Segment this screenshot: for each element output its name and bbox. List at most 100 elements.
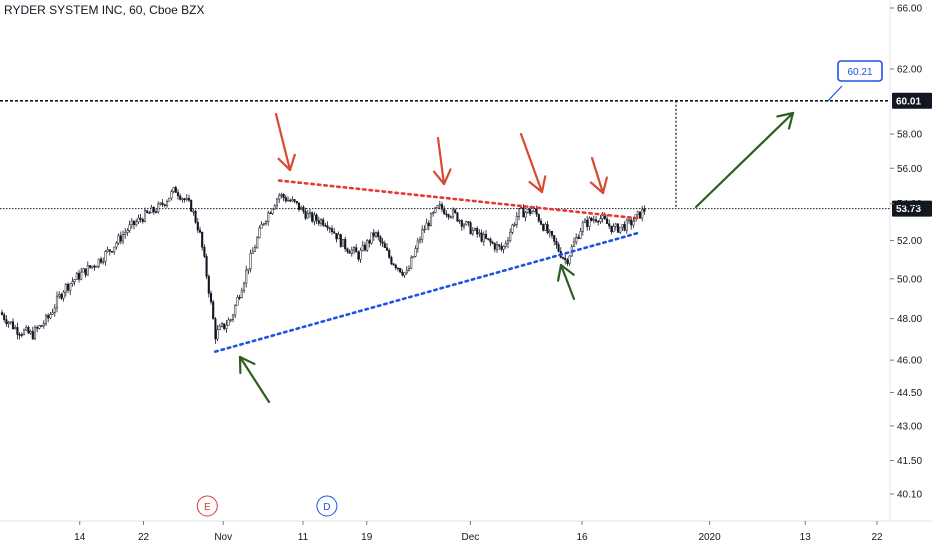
candle-body: [590, 217, 593, 221]
candle-body: [40, 325, 43, 327]
candle-body: [9, 321, 12, 324]
candle-body: [190, 200, 193, 212]
candle-body: [341, 239, 345, 247]
event-marker-D[interactable]: [316, 495, 338, 517]
arrow-shaft: [238, 355, 271, 404]
down-arrow-icon: [432, 136, 452, 186]
candle-body: [102, 261, 105, 263]
candle-body: [632, 220, 635, 226]
candle-body: [38, 325, 41, 329]
candle-body: [183, 198, 186, 201]
candle-body: [236, 297, 239, 306]
candle-body: [363, 244, 367, 251]
candle-body: [146, 210, 149, 213]
candle-body: [374, 232, 378, 237]
candle-body: [264, 221, 268, 224]
candle-body: [157, 203, 160, 213]
candle-body: [561, 257, 565, 259]
candle-body: [335, 232, 338, 240]
candle-body: [579, 230, 582, 239]
candle-body: [627, 219, 631, 222]
candle-body: [357, 251, 360, 260]
candle-body: [313, 214, 316, 222]
candle-body: [465, 221, 468, 226]
candle-body: [566, 259, 569, 264]
callout-box: [837, 60, 883, 82]
projection-arrow-icon: [694, 111, 795, 209]
candle-body: [522, 207, 525, 218]
x-tick-label: Dec: [461, 532, 479, 543]
candle-body: [227, 319, 230, 326]
candle-body: [368, 240, 371, 244]
candle-body: [623, 224, 626, 231]
candle-body: [141, 219, 144, 222]
candle-body: [27, 327, 30, 334]
candle-body: [317, 220, 320, 224]
candle-body: [212, 301, 215, 320]
candle-body: [528, 208, 532, 214]
candle-body: [187, 198, 191, 201]
candle-body: [588, 217, 591, 227]
candle-body: [630, 219, 633, 226]
candle-body: [77, 272, 81, 280]
candle-body: [91, 265, 94, 268]
candle-body: [176, 192, 180, 197]
candle-body: [390, 257, 393, 265]
event-marker-E[interactable]: [196, 495, 218, 517]
candle-body: [608, 223, 611, 227]
candle-body: [489, 238, 492, 243]
candle-body: [625, 219, 628, 231]
candle-body: [75, 272, 78, 280]
candle-body: [434, 207, 437, 213]
candle-body: [278, 194, 281, 200]
candle-body: [594, 219, 598, 222]
arrow-shaft: [694, 111, 795, 209]
candle-body: [495, 244, 499, 250]
candle-body: [511, 224, 514, 233]
down-arrow-icon: [589, 156, 608, 195]
candle-body: [51, 312, 54, 315]
candle-body: [280, 194, 283, 196]
x-tick-label: 13: [800, 532, 812, 543]
candle-body: [126, 230, 129, 233]
candle-body: [201, 231, 204, 248]
candle-body: [458, 220, 461, 222]
x-tick-label: 16: [576, 532, 588, 543]
candle-body: [73, 279, 76, 282]
candle-body: [350, 249, 353, 254]
candle-body: [405, 270, 408, 274]
support-trendline: [213, 231, 640, 353]
candle-body: [359, 250, 362, 260]
candle-body: [260, 224, 263, 229]
candle-body: [245, 269, 248, 284]
candle-body: [603, 215, 606, 220]
candle-body: [322, 219, 325, 226]
up-arrow-icon: [556, 263, 576, 301]
candle-body: [478, 232, 481, 235]
candle-body: [445, 213, 448, 216]
candle-body: [58, 294, 61, 297]
candle-body: [291, 199, 294, 202]
candle-body: [432, 212, 435, 214]
candle-body: [469, 222, 472, 235]
candle-body: [25, 327, 28, 331]
candle-body: [348, 251, 351, 254]
candle-body: [62, 291, 65, 299]
candle-body: [0, 312, 4, 315]
candle-body: [262, 223, 265, 225]
candle-body: [33, 327, 37, 340]
candle-body: [20, 334, 23, 336]
candle-body: [621, 224, 624, 228]
candle-body: [205, 256, 208, 277]
arrow-head: [556, 263, 563, 282]
candle-body: [273, 205, 276, 210]
candle-body: [251, 251, 254, 254]
candle-body: [14, 327, 17, 330]
candle-body: [148, 212, 151, 214]
x-tick-label: 22: [871, 532, 883, 543]
candle-body: [253, 247, 257, 252]
candle-body: [297, 202, 301, 210]
candle-body: [451, 209, 455, 218]
candle-body: [108, 249, 111, 252]
